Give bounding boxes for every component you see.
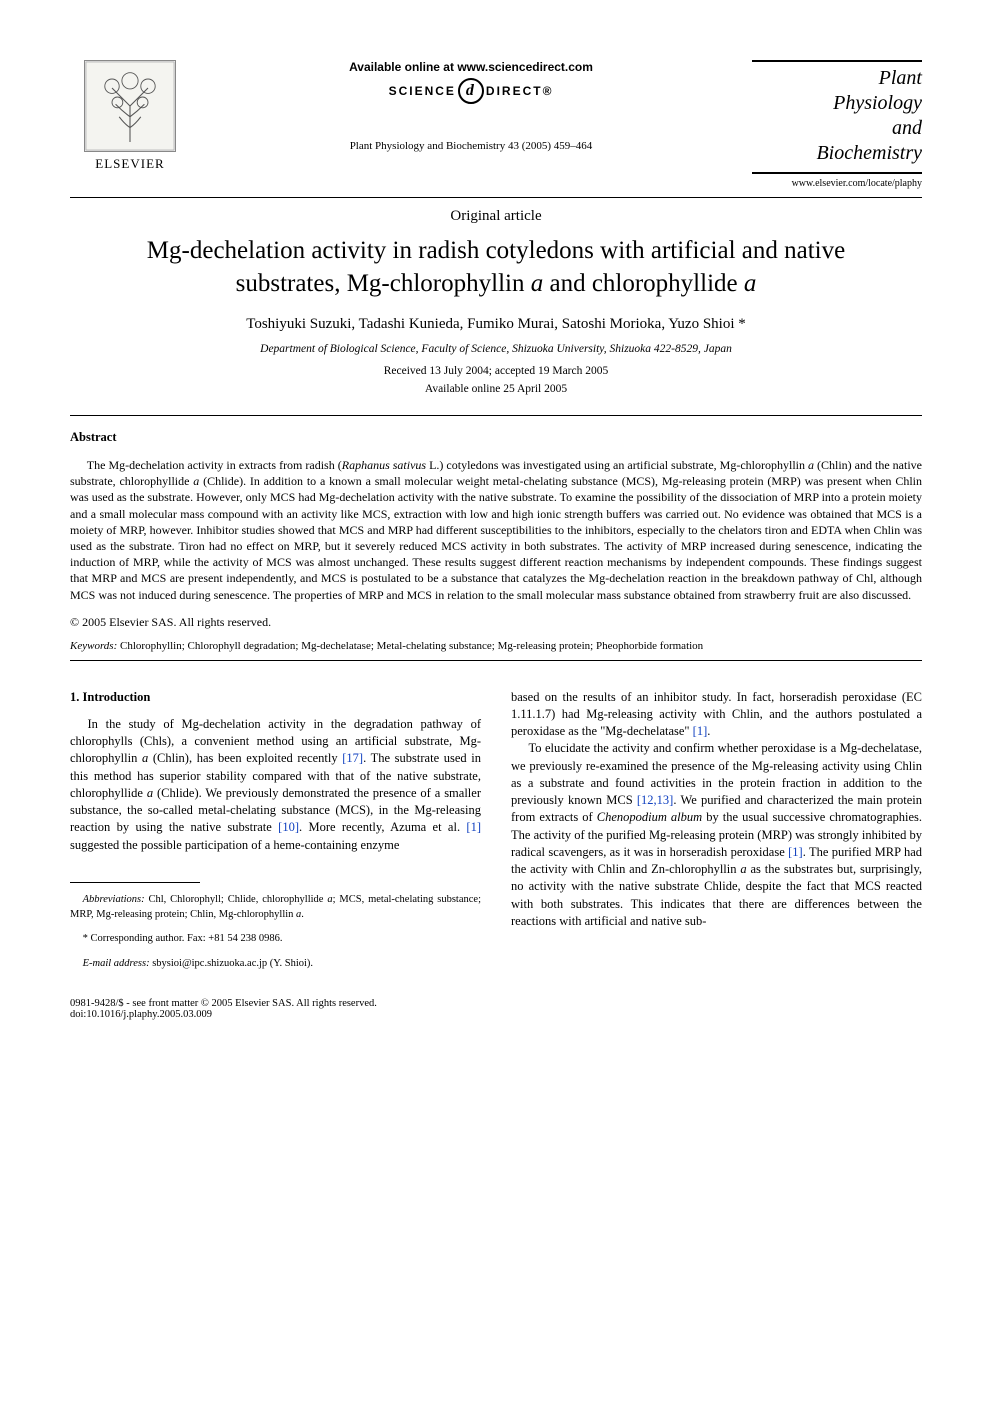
footnote-rule (70, 882, 200, 883)
journal-title-block: Plant Physiology and Biochemistry www.el… (752, 60, 922, 189)
title-text-2: and chlorophyllide (543, 270, 744, 297)
ref-link-1a[interactable]: [1] (466, 820, 481, 834)
footer-line2: doi:10.1016/j.plaphy.2005.03.009 (70, 1009, 922, 1020)
email-text: sbysioi@ipc.shizuoka.ac.jp (Y. Shioi). (150, 958, 313, 969)
available-date: Available online 25 April 2005 (70, 383, 922, 395)
ref-link-1c[interactable]: [1] (788, 845, 803, 859)
abstract-heading: Abstract (70, 430, 922, 445)
abbr-label: Abbreviations: (83, 894, 145, 905)
journal-url: www.elsevier.com/locate/plaphy (752, 178, 922, 189)
copyright: © 2005 Elsevier SAS. All rights reserved… (70, 615, 922, 630)
footer-line1: 0981-9428/$ - see front matter © 2005 El… (70, 998, 922, 1009)
p2-t1: based on the results of an inhibitor stu… (511, 690, 922, 739)
publisher-name: ELSEVIER (95, 156, 164, 172)
p3-i1: Chenopodium album (597, 810, 702, 824)
publisher-logo-block: ELSEVIER (70, 60, 190, 172)
sciencedirect-logo: SCIENCE d DIRECT® (389, 78, 554, 104)
intro-p2: based on the results of an inhibitor stu… (511, 689, 922, 741)
sd-circle-icon: d (458, 78, 484, 104)
abs-t4: (Chlide). In addition to a known a small… (70, 474, 922, 601)
article-type: Original article (70, 208, 922, 225)
p2-t2: . (707, 724, 710, 738)
journal-title: Plant Physiology and Biochemistry (752, 66, 922, 166)
header: ELSEVIER Available online at www.science… (70, 60, 922, 189)
body-columns: 1. Introduction In the study of Mg-deche… (70, 689, 922, 982)
sd-right: DIRECT® (486, 84, 554, 98)
sd-left: SCIENCE (389, 84, 456, 98)
rule (70, 415, 922, 416)
center-header: Available online at www.sciencedirect.co… (190, 60, 752, 152)
intro-heading: 1. Introduction (70, 689, 481, 706)
abs-i1: Raphanus sativus (342, 458, 426, 472)
intro-p1: In the study of Mg-dechelation activity … (70, 716, 481, 854)
ref-link-10[interactable]: [10] (278, 820, 299, 834)
p1-t2: (Chlin), has been exploited recently (148, 751, 342, 765)
journal-reference: Plant Physiology and Biochemistry 43 (20… (350, 140, 593, 152)
keywords-text: Chlorophyllin; Chlorophyll degradation; … (117, 640, 703, 652)
footnote-email: E-mail address: sbysioi@ipc.shizuoka.ac.… (70, 957, 481, 971)
affiliation: Department of Biological Science, Facult… (70, 343, 922, 355)
available-online: Available online at www.sciencedirect.co… (349, 60, 593, 74)
ref-link-17[interactable]: [17] (342, 751, 363, 765)
rule (752, 172, 922, 174)
email-label: E-mail address: (83, 958, 150, 969)
header-rule (70, 197, 922, 198)
left-column: 1. Introduction In the study of Mg-deche… (70, 689, 481, 982)
footnote-corr: * Corresponding author. Fax: +81 54 238 … (70, 932, 481, 946)
jt-l2: Physiology (833, 92, 922, 114)
intro-p3: To elucidate the activity and confirm wh… (511, 740, 922, 930)
received-accepted: Received 13 July 2004; accepted 19 March… (70, 365, 922, 377)
authors: Toshiyuki Suzuki, Tadashi Kunieda, Fumik… (70, 316, 922, 333)
abbr-t3: . (301, 909, 304, 920)
footnote-abbr: Abbreviations: Chl, Chlorophyll; Chlide,… (70, 893, 481, 921)
abstract-body: The Mg-dechelation activity in extracts … (70, 457, 922, 603)
jt-l4: Biochemistry (816, 142, 922, 164)
abbr-t1: Chl, Chlorophyll; Chlide, chlorophyllide (145, 894, 328, 905)
ref-link-12-13[interactable]: [12,13] (637, 793, 673, 807)
right-column: based on the results of an inhibitor stu… (511, 689, 922, 982)
rule (752, 60, 922, 62)
ref-link-1b[interactable]: [1] (693, 724, 708, 738)
page: ELSEVIER Available online at www.science… (0, 0, 992, 1060)
rule (70, 660, 922, 661)
keywords-label: Keywords: (70, 640, 117, 652)
article-title: Mg-dechelation activity in radish cotyle… (100, 235, 892, 300)
abs-t2: L.) cotyledons was investigated using an… (426, 458, 808, 472)
p1-t5: . More recently, Azuma et al. (299, 820, 466, 834)
abs-t1: The Mg-dechelation activity in extracts … (87, 458, 342, 472)
jt-l3: and (892, 117, 922, 139)
keywords: Keywords: Chlorophyllin; Chlorophyll deg… (70, 640, 922, 652)
jt-l1: Plant (879, 67, 922, 89)
title-italic-1: a (531, 270, 544, 297)
p1-t6: suggested the possible participation of … (70, 838, 399, 852)
title-italic-2: a (744, 270, 757, 297)
elsevier-tree-icon (84, 60, 176, 152)
footer: 0981-9428/$ - see front matter © 2005 El… (70, 998, 922, 1020)
